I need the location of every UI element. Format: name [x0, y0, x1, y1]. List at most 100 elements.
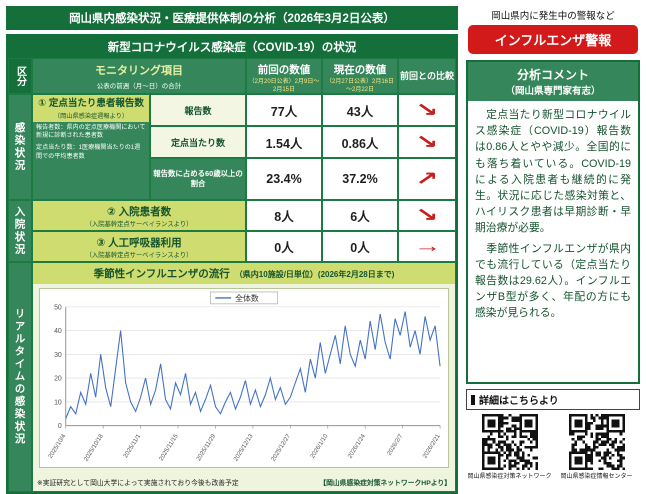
inpatients-label-cell: ② 入院患者数 （入院基幹定点サーベイランスより） — [32, 200, 246, 231]
svg-text:2025/10/4: 2025/10/4 — [47, 432, 68, 459]
svg-text:20: 20 — [54, 376, 62, 383]
column-header-category: 区分 — [8, 58, 32, 94]
svg-text:2025/11/29: 2025/11/29 — [195, 432, 217, 462]
svg-text:30: 30 — [54, 352, 62, 359]
qr-code-row: 岡山県感染症対策ネットワーク 岡山県感染症情報センター — [466, 414, 640, 480]
current-header-sublabel: （2月27日公表）2月16日～2月22日 — [325, 79, 395, 93]
flu-footnote: ※実証研究として岡山大学によって実施されており今後も改善予定 【岡山県感染症対策… — [33, 472, 455, 492]
left-column: 岡山県内感染状況・医療提供体制の分析（2026年3月2日公表） 新型コロナウイル… — [6, 6, 458, 494]
flu-line-chart: 0 10 20 30 40 50 2025/10/4 2025/10/18 2025/11/1 2… — [47, 291, 442, 463]
svg-text:2026/1/10: 2026/1/10 — [309, 432, 330, 459]
svg-text:2025/11/15: 2025/11/15 — [158, 432, 180, 462]
metric-row-per-sentinel: 定点当たり数 1.54人 0.86人 ↘ — [150, 126, 456, 158]
covid-panel-title: 新型コロナウイルス感染症（COVID-19）の状況 — [8, 36, 456, 58]
ventilator-current-value: 0人 — [322, 231, 398, 262]
row-inpatients: ② 入院患者数 （入院基幹定点サーベイランスより） 8人 6人 ↘ — [32, 200, 456, 231]
metric-per-sentinel-previous-value: 1.54人 — [246, 126, 322, 158]
row-ventilator: ③ 人工呼吸器利用 （入院基幹定点サーベイランスより） 0人 0人 → — [32, 231, 456, 262]
metric-label-reports: 報告数 — [150, 94, 246, 126]
analysis-paragraph-2: 季節性インフルエンザが県内でも流行している（定点当たり報告数は29.62人）。イ… — [475, 242, 631, 320]
analysis-subtitle: （岡山県専門家有志） — [505, 86, 601, 97]
section-label-realtime: リアルタイムの感染状況 — [8, 262, 32, 493]
metric-reports-current-value: 43人 — [322, 94, 398, 126]
realtime-section: リアルタイムの感染状況 季節性インフルエンザの流行 （県内10施設/日単位）(2… — [8, 262, 456, 493]
metric-row-over60: 報告数に占める60歳以上の割合 23.4% 37.2% ↗ — [150, 158, 456, 200]
page-title: 岡山県内感染状況・医療提供体制の分析（2026年3月2日公表） — [6, 6, 458, 30]
svg-text:50: 50 — [54, 304, 62, 311]
trend-down-arrow-icon: ↘ — [415, 131, 439, 153]
trend-up-arrow-icon: ↗ — [415, 168, 439, 190]
analysis-panel-header: 分析コメント （岡山県専門家有志） — [468, 62, 638, 101]
qr-caption-info-center: 岡山県感染症情報センター — [560, 474, 633, 480]
metric-over60-trend-cell: ↗ — [398, 158, 456, 200]
column-header-compare: 前回との比較 — [398, 58, 456, 94]
previous-header-sublabel: （2月20日公表）2月9日～2月15日 — [248, 79, 320, 93]
flu-subtitle: （県内10施設/日単位）(2026年2月28日まで) — [234, 270, 395, 279]
section-label-hospital: 入院状況 — [8, 200, 32, 262]
details-link-box: 詳細はこちらより — [466, 389, 640, 410]
flu-chart-box: 0 10 20 30 40 50 2025/10/4 2025/10/18 2025/11/1 2… — [39, 288, 449, 469]
inpatients-trend-cell: ↘ — [398, 200, 456, 231]
trend-flat-arrow-icon: → — [413, 236, 441, 257]
analysis-title: 分析コメント — [516, 68, 589, 82]
inpatients-current-value: 6人 — [322, 200, 398, 231]
item1-source: （岡山県感染症週報より） — [53, 112, 129, 120]
column-header-current: 現在の数値 （2月27日公表）2月16日～2月22日 — [322, 58, 398, 94]
flu-footnote-left: ※実証研究として岡山大学によって実施されており今後も改善予定 — [37, 479, 239, 487]
ventilator-previous-value: 0人 — [246, 231, 322, 262]
analysis-comment-panel: 分析コメント （岡山県専門家有志） 定点当たり新型コロナウイルス感染症（COVI… — [466, 60, 640, 384]
metric-label-over60: 報告数に占める60歳以上の割合 — [150, 158, 246, 200]
item1-metrics: 報告数 77人 43人 ↘ 定点当たり数 1.54人 0.86人 ↘ 報 — [150, 94, 456, 200]
infection-status-section: 感染状況 ① 定点当たり患者報告数 （岡山県感染症週報より） 報告者数：県内の定… — [8, 94, 456, 200]
metric-per-sentinel-current-value: 0.86人 — [322, 126, 398, 158]
right-column: 岡山県内に発生中の警報など インフルエンザ警報 分析コメント （岡山県専門家有志… — [466, 6, 640, 480]
metric-reports-previous-value: 77人 — [246, 94, 322, 126]
qr-code-info-center-icon — [568, 414, 625, 470]
monitoring-header-label: モニタリング項目 — [95, 65, 183, 77]
svg-text:2026/2/7: 2026/2/7 — [386, 432, 405, 456]
svg-text:0: 0 — [58, 423, 62, 430]
item1-title-block: ① 定点当たり患者報告数 （岡山県感染症週報より） — [33, 95, 149, 122]
inpatients-previous-value: 8人 — [246, 200, 322, 231]
metric-row-reports: 報告数 77人 43人 ↘ — [150, 94, 456, 126]
alert-caption: 岡山県内に発生中の警報など — [491, 11, 615, 22]
details-label: 詳細はこちらより — [479, 396, 559, 407]
svg-text:40: 40 — [54, 328, 62, 335]
analysis-paragraph-1: 定点当たり新型コロナウイルス感染症（COVID-19）報告数は0.86人とやや減… — [475, 109, 631, 235]
trend-down-arrow-icon: ↘ — [415, 99, 439, 121]
flu-block: 季節性インフルエンザの流行 （県内10施設/日単位）(2026年2月28日まで)… — [32, 262, 456, 493]
covid-status-panel: 新型コロナウイルス感染症（COVID-19）の状況 区分 モニタリング項目 公表… — [6, 34, 458, 494]
svg-text:2025/11/1: 2025/11/1 — [122, 432, 142, 459]
previous-header-label: 前回の数値 — [257, 64, 311, 76]
inpatients-title: ② 入院患者数 — [106, 205, 172, 218]
hospitalization-rows: ② 入院患者数 （入院基幹定点サーベイランスより） 8人 6人 ↘ ③ 人工呼吸… — [32, 200, 456, 262]
qr-item-info-center: 岡山県感染症情報センター — [554, 414, 640, 480]
metric-reports-trend-cell: ↘ — [398, 94, 456, 126]
influenza-alert-badge: インフルエンザ警報 — [468, 25, 638, 54]
svg-text:2025/10/18: 2025/10/18 — [83, 432, 105, 462]
svg-text:2026/2/21: 2026/2/21 — [421, 432, 442, 459]
ventilator-title: ③ 人工呼吸器利用 — [96, 236, 182, 249]
table-header-row: 区分 モニタリング項目 公表の前週（月～日）の合計 前回の数値 （2月20日公表… — [8, 58, 456, 94]
flu-chart-area: 0 10 20 30 40 50 2025/10/4 2025/10/18 2025/11/1 2… — [33, 284, 455, 473]
item1-block: ① 定点当たり患者報告数 （岡山県感染症週報より） 報告者数：県内の定点医療機関… — [32, 94, 456, 200]
monitoring-header-sublabel: 公表の前週（月～日）の合計 — [96, 83, 182, 90]
metric-per-sentinel-trend-cell: ↘ — [398, 126, 456, 158]
details-bullet-icon — [471, 394, 475, 405]
svg-text:2025/12/27: 2025/12/27 — [270, 432, 292, 462]
svg-text:2026/1/24: 2026/1/24 — [347, 432, 368, 459]
qr-item-network: 岡山県感染症対策ネットワーク — [467, 414, 553, 480]
ventilator-source: （入院基幹定点サーベイランスより） — [85, 251, 193, 259]
qr-code-network-icon — [481, 414, 538, 470]
section-label-infection: 感染状況 — [8, 94, 32, 200]
item1-label-cell: ① 定点当たり患者報告数 （岡山県感染症週報より） 報告者数：県内の定点医療機関… — [32, 94, 150, 200]
ventilator-trend-cell: → — [398, 231, 456, 262]
item1-note-2: 定点当たり数：1医療機関当たりの1週間での平均患者数 — [36, 144, 141, 160]
flu-title: 季節性インフルエンザの流行 — [93, 268, 230, 280]
svg-text:10: 10 — [54, 399, 62, 406]
inpatients-source: （入院基幹定点サーベイランスより） — [85, 220, 193, 228]
hospitalization-section: 入院状況 ② 入院患者数 （入院基幹定点サーベイランスより） 8人 6人 ↘ ③ — [8, 200, 456, 262]
flu-footnote-right: 【岡山県感染症対策ネットワークHPより】 — [319, 479, 451, 487]
metric-label-per-sentinel: 定点当たり数 — [150, 126, 246, 158]
